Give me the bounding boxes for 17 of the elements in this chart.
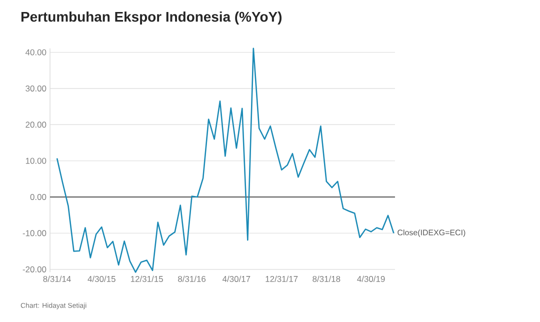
x-tick-label: 12/31/17 [266, 276, 298, 282]
line-series [56, 48, 394, 273]
x-tick-label: 8/31/16 [178, 276, 206, 282]
y-tick-label: -10.00 [22, 230, 46, 236]
y-tick-label: 20.00 [26, 122, 46, 128]
y-tick-label: 40.00 [25, 49, 46, 56]
x-tick-label: 8/31/14 [43, 276, 71, 282]
x-tick-label: 4/30/15 [88, 276, 116, 282]
chart-title: Pertumbuhan Ekspor Indonesia (%YoY) [21, 11, 282, 24]
y-tick-label: 10.00 [26, 158, 46, 164]
x-tick-label: 12/31/15 [130, 276, 163, 282]
y-tick-label: -20.00 [22, 266, 46, 272]
x-tick-label: 4/30/19 [357, 276, 385, 282]
y-tick-label: 30.00 [26, 86, 46, 92]
y-tick-label: 0.00 [30, 194, 46, 200]
x-tick-label: 4/30/17 [222, 276, 250, 282]
x-tick-label: 8/31/18 [312, 276, 340, 282]
